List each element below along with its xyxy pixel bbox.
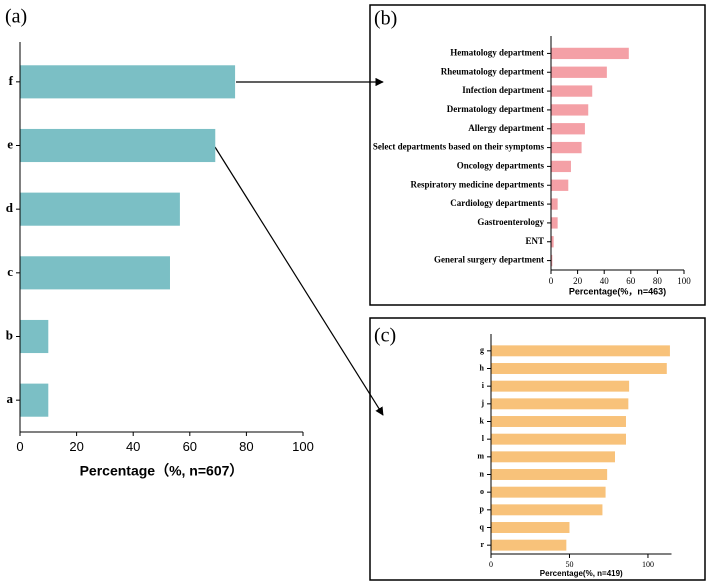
x-tick-label: 80 xyxy=(653,276,663,286)
bar xyxy=(20,128,216,163)
bar xyxy=(20,256,170,290)
bar xyxy=(551,123,585,135)
x-tick-label: 0 xyxy=(489,560,493,569)
bar xyxy=(551,66,607,78)
y-tick-label: i xyxy=(482,381,485,390)
y-tick-label: Rheumatology department xyxy=(441,66,544,76)
x-tick-label: 100 xyxy=(677,276,691,286)
arrow xyxy=(214,146,384,416)
bar xyxy=(551,236,554,248)
panel-frame xyxy=(369,4,706,306)
y-tick-label: Infection department xyxy=(462,85,544,95)
bar xyxy=(491,469,608,480)
bar xyxy=(20,192,180,226)
y-tick-label: o xyxy=(480,487,484,496)
y-tick-label: Respiratory medicine departments xyxy=(411,179,545,189)
bar xyxy=(491,433,626,445)
panel-frame xyxy=(369,317,706,581)
y-tick-label: p xyxy=(480,505,485,514)
y-tick-label: b xyxy=(6,327,13,342)
panel-label: (b) xyxy=(374,8,397,30)
panel-label: (c) xyxy=(374,325,396,347)
bar xyxy=(491,345,670,357)
y-tick-label: Oncology departments xyxy=(457,160,545,170)
y-tick-label: a xyxy=(7,391,14,406)
bar xyxy=(551,217,558,229)
bar xyxy=(551,160,571,173)
bar xyxy=(491,451,615,463)
bar xyxy=(491,416,626,427)
y-tick-label: e xyxy=(7,136,13,151)
y-tick-label: d xyxy=(6,200,14,215)
x-tick-label: 80 xyxy=(239,439,253,454)
y-tick-label: Allergy department xyxy=(468,123,544,133)
y-tick-label: ENT xyxy=(525,236,544,246)
y-tick-label: l xyxy=(482,434,485,443)
bar xyxy=(551,141,582,154)
x-tick-label: 60 xyxy=(626,276,636,286)
x-tick-label: 0 xyxy=(16,439,23,454)
x-tick-label: 100 xyxy=(642,560,654,569)
y-tick-label: m xyxy=(477,452,484,461)
x-tick-label: 100 xyxy=(292,439,314,454)
y-tick-label: Cardiology departments xyxy=(450,198,544,208)
bar xyxy=(491,398,629,410)
bar xyxy=(491,363,667,374)
bar xyxy=(491,504,603,516)
x-axis-label: Percentage（%, n=607） xyxy=(80,463,244,479)
x-tick-label: 20 xyxy=(69,439,83,454)
bar xyxy=(491,486,606,498)
y-tick-label: k xyxy=(480,416,485,425)
bar xyxy=(551,198,558,210)
x-tick-label: 50 xyxy=(565,560,573,569)
bar xyxy=(551,254,553,267)
y-tick-label: General surgery department xyxy=(434,255,544,265)
x-axis-label: Percentage(%，n=463) xyxy=(569,286,666,296)
y-tick-label: Hematology department xyxy=(450,47,544,57)
bar xyxy=(20,383,49,417)
x-tick-label: 20 xyxy=(573,276,583,286)
bar xyxy=(491,539,567,551)
bar xyxy=(20,319,49,354)
bar xyxy=(551,47,629,60)
x-tick-label: 0 xyxy=(549,276,554,286)
bar xyxy=(551,104,589,116)
y-tick-label: c xyxy=(7,264,13,279)
y-tick-label: g xyxy=(480,346,484,355)
bar xyxy=(551,179,569,191)
y-tick-label: Select departments based on their sympto… xyxy=(373,142,545,152)
x-tick-label: 60 xyxy=(183,439,197,454)
y-tick-label: f xyxy=(9,73,14,88)
y-tick-label: Gastroenterology xyxy=(477,217,544,227)
bar xyxy=(551,85,593,97)
bar xyxy=(491,380,630,392)
y-tick-label: n xyxy=(480,469,485,478)
bar xyxy=(491,522,570,533)
bar xyxy=(20,65,236,99)
x-tick-label: 40 xyxy=(600,276,610,286)
x-axis-label: Percentage(%, n=419) xyxy=(540,569,623,578)
y-tick-label: Dermatology department xyxy=(447,104,544,114)
x-tick-label: 40 xyxy=(126,439,140,454)
panel-label: (a) xyxy=(5,6,27,28)
y-tick-label: j xyxy=(480,399,484,408)
y-tick-label: r xyxy=(480,540,484,549)
y-tick-label: h xyxy=(480,363,485,372)
y-tick-label: q xyxy=(480,522,485,531)
